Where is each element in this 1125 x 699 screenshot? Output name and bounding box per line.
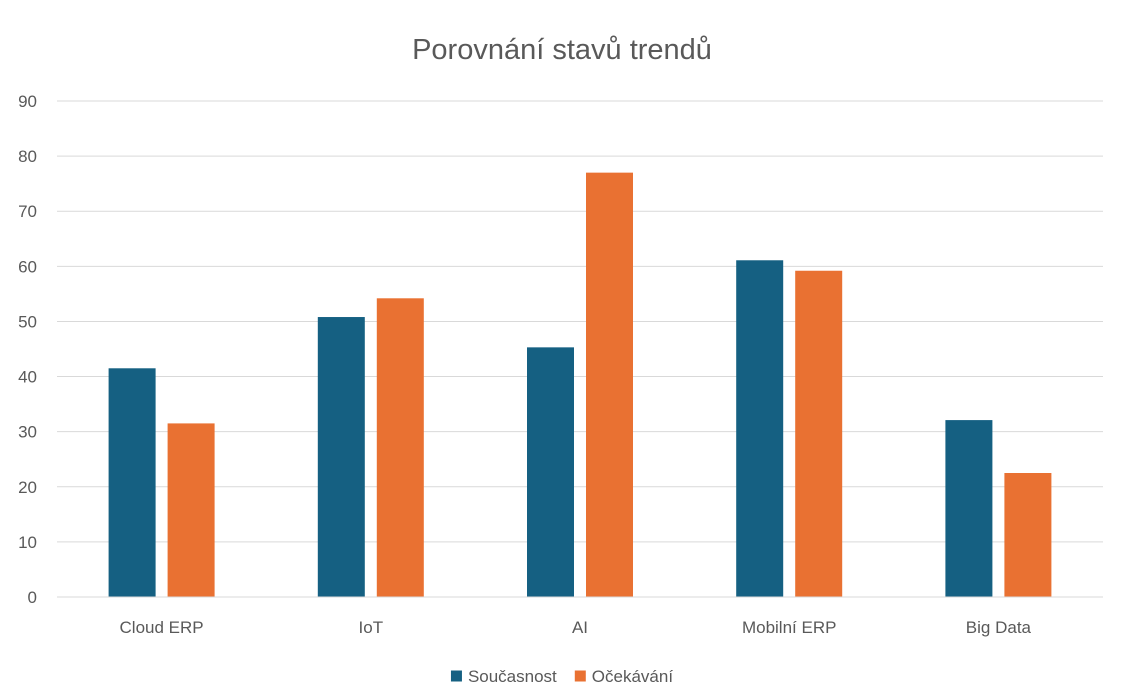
bar-ai-series-1 [527, 347, 574, 597]
bar-cloud-erp-series-2 [167, 423, 215, 597]
legend-swatch [574, 670, 586, 682]
legend: Současnost Očekávání [450, 667, 674, 686]
y-tick-label: 20 [18, 478, 37, 497]
y-tick-label: 80 [18, 147, 37, 166]
y-tick-label: 30 [18, 423, 37, 442]
x-category-label: Cloud ERP [120, 618, 204, 637]
x-category-label: AI [572, 618, 588, 637]
x-category-label: IoT [359, 618, 384, 637]
bar-cloud-erp-series-1 [108, 368, 156, 597]
legend-swatch [450, 670, 462, 682]
y-tick-label: 70 [18, 202, 37, 221]
bar-iot-series-2 [376, 298, 424, 597]
bar-iot-series-1 [317, 317, 365, 597]
bar-mobilní-erp-series-2 [795, 270, 843, 597]
x-category-label: Mobilní ERP [742, 618, 836, 637]
bar-mobilní-erp-series-1 [736, 260, 784, 597]
chart-title: Porovnání stavů trendů [412, 34, 712, 66]
x-axis-category-labels: Cloud ERP IoT AI Mobilní ERP Big Data [120, 618, 1032, 637]
legend-label: Očekávání [592, 667, 674, 686]
y-tick-label: 10 [18, 533, 37, 552]
y-tick-label: 0 [28, 588, 37, 607]
bar-ai-series-2 [586, 172, 633, 597]
bars [108, 172, 1052, 597]
y-tick-label: 90 [18, 92, 37, 111]
x-category-label: Big Data [966, 618, 1032, 637]
legend-label: Současnost [468, 667, 557, 686]
gridlines [57, 100, 1103, 543]
y-tick-label: 50 [18, 312, 37, 331]
y-tick-label: 60 [18, 257, 37, 276]
bar-big-data-series-2 [1004, 473, 1052, 597]
bar-big-data-series-1 [945, 420, 993, 597]
y-axis-tick-labels: 0 10 20 30 40 50 60 70 80 90 [18, 92, 37, 607]
y-tick-label: 40 [18, 368, 37, 387]
